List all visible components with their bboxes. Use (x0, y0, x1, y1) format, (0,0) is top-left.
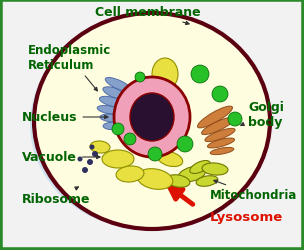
Ellipse shape (198, 107, 233, 128)
Ellipse shape (178, 167, 206, 182)
Ellipse shape (97, 106, 123, 115)
Ellipse shape (205, 129, 235, 142)
Ellipse shape (30, 20, 260, 229)
Circle shape (87, 159, 93, 165)
Ellipse shape (90, 142, 110, 154)
Ellipse shape (202, 163, 228, 175)
Text: Endoplasmic
Reticulum: Endoplasmic Reticulum (28, 44, 111, 92)
Text: Lysosome: Lysosome (210, 211, 283, 224)
Ellipse shape (116, 166, 144, 182)
Ellipse shape (210, 148, 234, 155)
Ellipse shape (102, 150, 134, 168)
Circle shape (124, 134, 136, 145)
Circle shape (112, 124, 124, 136)
Circle shape (82, 167, 88, 173)
Ellipse shape (105, 78, 133, 93)
Text: Golgi
body: Golgi body (241, 100, 284, 128)
Text: Mitochondria: Mitochondria (210, 180, 297, 202)
Ellipse shape (103, 122, 127, 130)
Circle shape (78, 157, 82, 162)
Text: Cell membrane: Cell membrane (95, 6, 201, 26)
Ellipse shape (157, 152, 183, 167)
Text: Ribosome: Ribosome (22, 187, 91, 206)
Circle shape (191, 66, 209, 84)
Circle shape (135, 73, 145, 83)
Ellipse shape (152, 59, 178, 91)
Ellipse shape (100, 114, 124, 123)
Ellipse shape (137, 169, 173, 190)
Circle shape (148, 148, 162, 161)
Ellipse shape (130, 94, 174, 142)
Text: Nucleus: Nucleus (22, 111, 108, 124)
Circle shape (89, 145, 95, 150)
Text: Vacuole: Vacuole (22, 151, 100, 164)
Ellipse shape (103, 88, 133, 102)
Ellipse shape (114, 78, 190, 157)
Circle shape (228, 112, 242, 126)
Circle shape (92, 152, 98, 157)
Circle shape (212, 87, 228, 102)
Circle shape (177, 136, 193, 152)
Ellipse shape (196, 176, 218, 186)
Ellipse shape (99, 97, 126, 108)
Ellipse shape (207, 138, 235, 148)
Ellipse shape (202, 118, 234, 135)
Ellipse shape (190, 161, 210, 174)
Ellipse shape (34, 14, 270, 229)
Ellipse shape (166, 175, 190, 188)
